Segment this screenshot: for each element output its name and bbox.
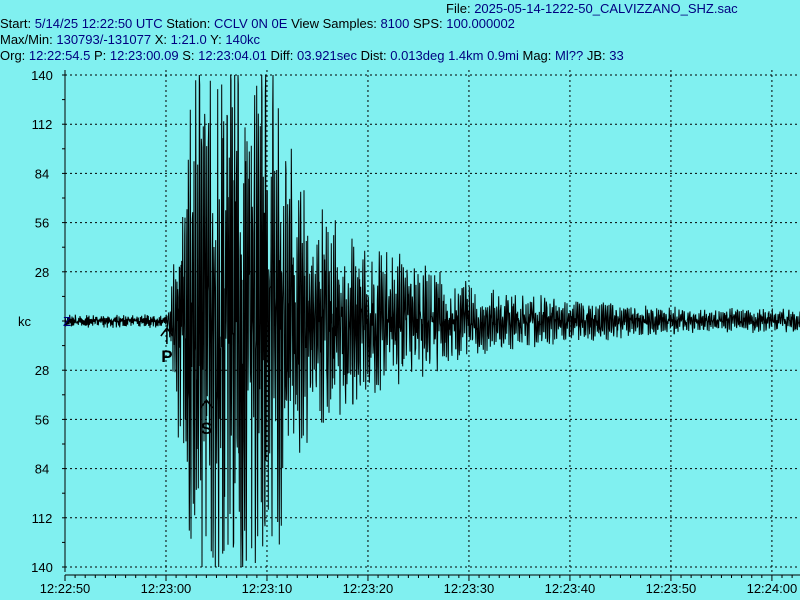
x-tick-label: 12:23:10 xyxy=(242,581,293,596)
maxmin-value: 130793/-131077 xyxy=(56,32,152,47)
y-tick-label: 28 xyxy=(35,265,49,280)
x-tick-label: 12:24:00 xyxy=(747,581,798,596)
start-label: Start: xyxy=(0,16,32,31)
axis-labels: 140 112 84 56 28 28 56 84 112 140 12:22:50 12:23:00… xyxy=(31,68,797,596)
s-time-label: S: xyxy=(182,48,195,63)
maxmin-info: Max/Min: 130793/-131077 X: 1:21.0 Y: 140… xyxy=(0,32,260,48)
y-tick-label: 140 xyxy=(31,560,53,575)
start-info: Start: 5/14/25 12:22:50 UTC Station: CCL… xyxy=(0,16,515,32)
diff-label: Diff: xyxy=(270,48,294,63)
phase-markers: PS xyxy=(160,326,214,438)
jb-value: 33 xyxy=(609,48,624,63)
y-tick-label: 84 xyxy=(35,166,49,181)
y-tick-label: 112 xyxy=(32,511,53,526)
mag-value: Ml?? xyxy=(555,48,584,63)
phase-marker-label: S xyxy=(201,419,212,438)
sps-label: SPS: xyxy=(412,16,443,31)
jb-label: JB: xyxy=(586,48,606,63)
dist-value: 0.013deg 1.4km 0.9mi xyxy=(390,48,519,63)
x-scale-value: 1:21.0 xyxy=(170,32,207,47)
y-scale-value: 140kc xyxy=(225,32,261,47)
view-samples-value: 8100 xyxy=(380,16,410,31)
y-axis-label: kc xyxy=(18,314,32,329)
x-tick-label: 12:22:50 xyxy=(40,581,91,596)
phase-marker-arrow xyxy=(160,326,174,344)
start-value: 5/14/25 12:22:50 UTC xyxy=(34,16,163,31)
org-label: Org: xyxy=(0,48,26,63)
channel-label: Z xyxy=(63,314,71,329)
y-scale-label: Y: xyxy=(210,32,222,47)
y-tick-label: 140 xyxy=(31,68,53,83)
file-value: 2025-05-14-1222-50_CALVIZZANO_SHZ.sac xyxy=(474,1,738,16)
phase-marker-label: P xyxy=(161,347,172,366)
sps-value: 100.000002 xyxy=(446,16,515,31)
s-time-value: 12:23:04.01 xyxy=(198,48,267,63)
view-samples-label: View Samples: xyxy=(291,16,377,31)
file-info: File: 2025-05-14-1222-50_CALVIZZANO_SHZ.… xyxy=(446,1,738,17)
diff-value: 03.921sec xyxy=(296,48,357,63)
p-time-label: P: xyxy=(94,48,107,63)
dist-label: Dist: xyxy=(360,48,387,63)
file-label: File: xyxy=(446,1,471,16)
phase-marker-arrow xyxy=(199,398,214,416)
maxmin-label: Max/Min: xyxy=(0,32,53,47)
mag-label: Mag: xyxy=(522,48,552,63)
x-tick-label: 12:23:50 xyxy=(646,581,697,596)
x-tick-label: 12:23:30 xyxy=(444,581,495,596)
y-tick-label: 84 xyxy=(35,462,49,477)
x-tick-label: 12:23:00 xyxy=(141,581,192,596)
origin-info: Org: 12:22:54.5 P: 12:23:00.09 S: 12:23:… xyxy=(0,48,624,64)
y-tick-label: 28 xyxy=(35,363,49,378)
seismic-trace xyxy=(64,74,800,568)
x-tick-label: 12:23:40 xyxy=(545,581,596,596)
x-tick-label: 12:23:20 xyxy=(343,581,394,596)
y-tick-label: 56 xyxy=(35,216,49,231)
y-tick-label: 56 xyxy=(35,412,49,427)
p-time-value: 12:23:00.09 xyxy=(109,48,179,63)
y-tick-label: 112 xyxy=(32,117,53,132)
org-value: 12:22:54.5 xyxy=(28,48,91,63)
station-value: CCLV 0N 0E xyxy=(213,16,288,31)
x-scale-label: X: xyxy=(154,32,167,47)
station-label: Station: xyxy=(166,16,211,31)
